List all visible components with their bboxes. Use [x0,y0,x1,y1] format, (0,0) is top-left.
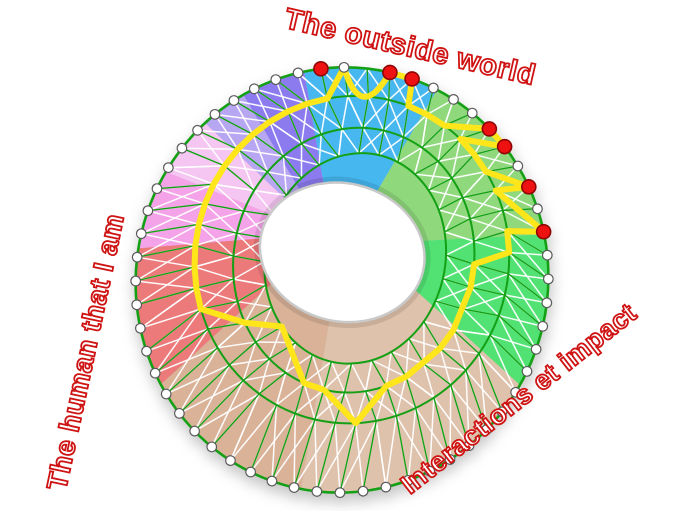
white-node[interactable] [292,67,304,79]
white-node[interactable] [542,273,555,285]
red-marker-node[interactable] [404,71,421,88]
white-node[interactable] [162,162,175,174]
white-node[interactable] [466,107,479,119]
red-marker-node[interactable] [535,223,552,240]
red-marker-node[interactable] [520,178,537,195]
white-node[interactable] [402,474,414,487]
white-node[interactable] [380,481,392,493]
white-node[interactable] [427,82,440,94]
white-node[interactable] [496,406,508,418]
white-node[interactable] [288,482,300,494]
white-node[interactable] [424,465,436,477]
white-node[interactable] [270,74,282,86]
hole-shadow [253,176,431,329]
white-node[interactable] [189,425,201,437]
wheel-hole [258,181,426,324]
white-node[interactable] [512,160,524,172]
white-node[interactable] [142,205,154,217]
white-node[interactable] [463,440,475,452]
white-node[interactable] [135,228,148,240]
white-node[interactable] [481,424,493,436]
white-node[interactable] [225,455,237,467]
white-node[interactable] [131,251,143,263]
white-node[interactable] [192,124,204,137]
white-node[interactable] [245,466,257,478]
red-marker-node[interactable] [382,64,399,81]
white-node[interactable] [206,441,218,453]
white-node[interactable] [521,365,533,378]
white-node[interactable] [209,108,221,121]
white-node[interactable] [532,203,544,215]
sector-lavender [205,94,300,199]
white-node[interactable] [338,61,350,74]
white-node[interactable] [141,345,153,357]
white-node[interactable] [176,142,188,154]
white-node[interactable] [510,386,522,399]
white-node[interactable] [134,322,147,335]
white-node[interactable] [160,388,172,400]
red-marker-node[interactable] [481,121,498,138]
white-node[interactable] [541,249,554,261]
white-node[interactable] [334,487,346,499]
white-node[interactable] [444,454,456,466]
white-node[interactable] [448,94,460,106]
sector-light-green [376,89,545,241]
white-node[interactable] [266,475,278,487]
white-node[interactable] [131,299,143,311]
wheel-nodes [130,60,555,499]
white-node[interactable] [173,407,186,420]
white-node[interactable] [537,320,549,333]
white-node[interactable] [357,485,369,497]
white-node[interactable] [248,83,261,95]
white-node[interactable] [228,95,240,107]
white-node[interactable] [530,343,542,356]
white-node[interactable] [311,486,323,498]
white-node[interactable] [149,367,161,379]
white-node[interactable] [130,275,142,287]
red-marker-node[interactable] [496,138,513,155]
red-marker-node[interactable] [313,60,330,77]
white-node[interactable] [541,297,553,309]
white-node[interactable] [151,183,163,195]
